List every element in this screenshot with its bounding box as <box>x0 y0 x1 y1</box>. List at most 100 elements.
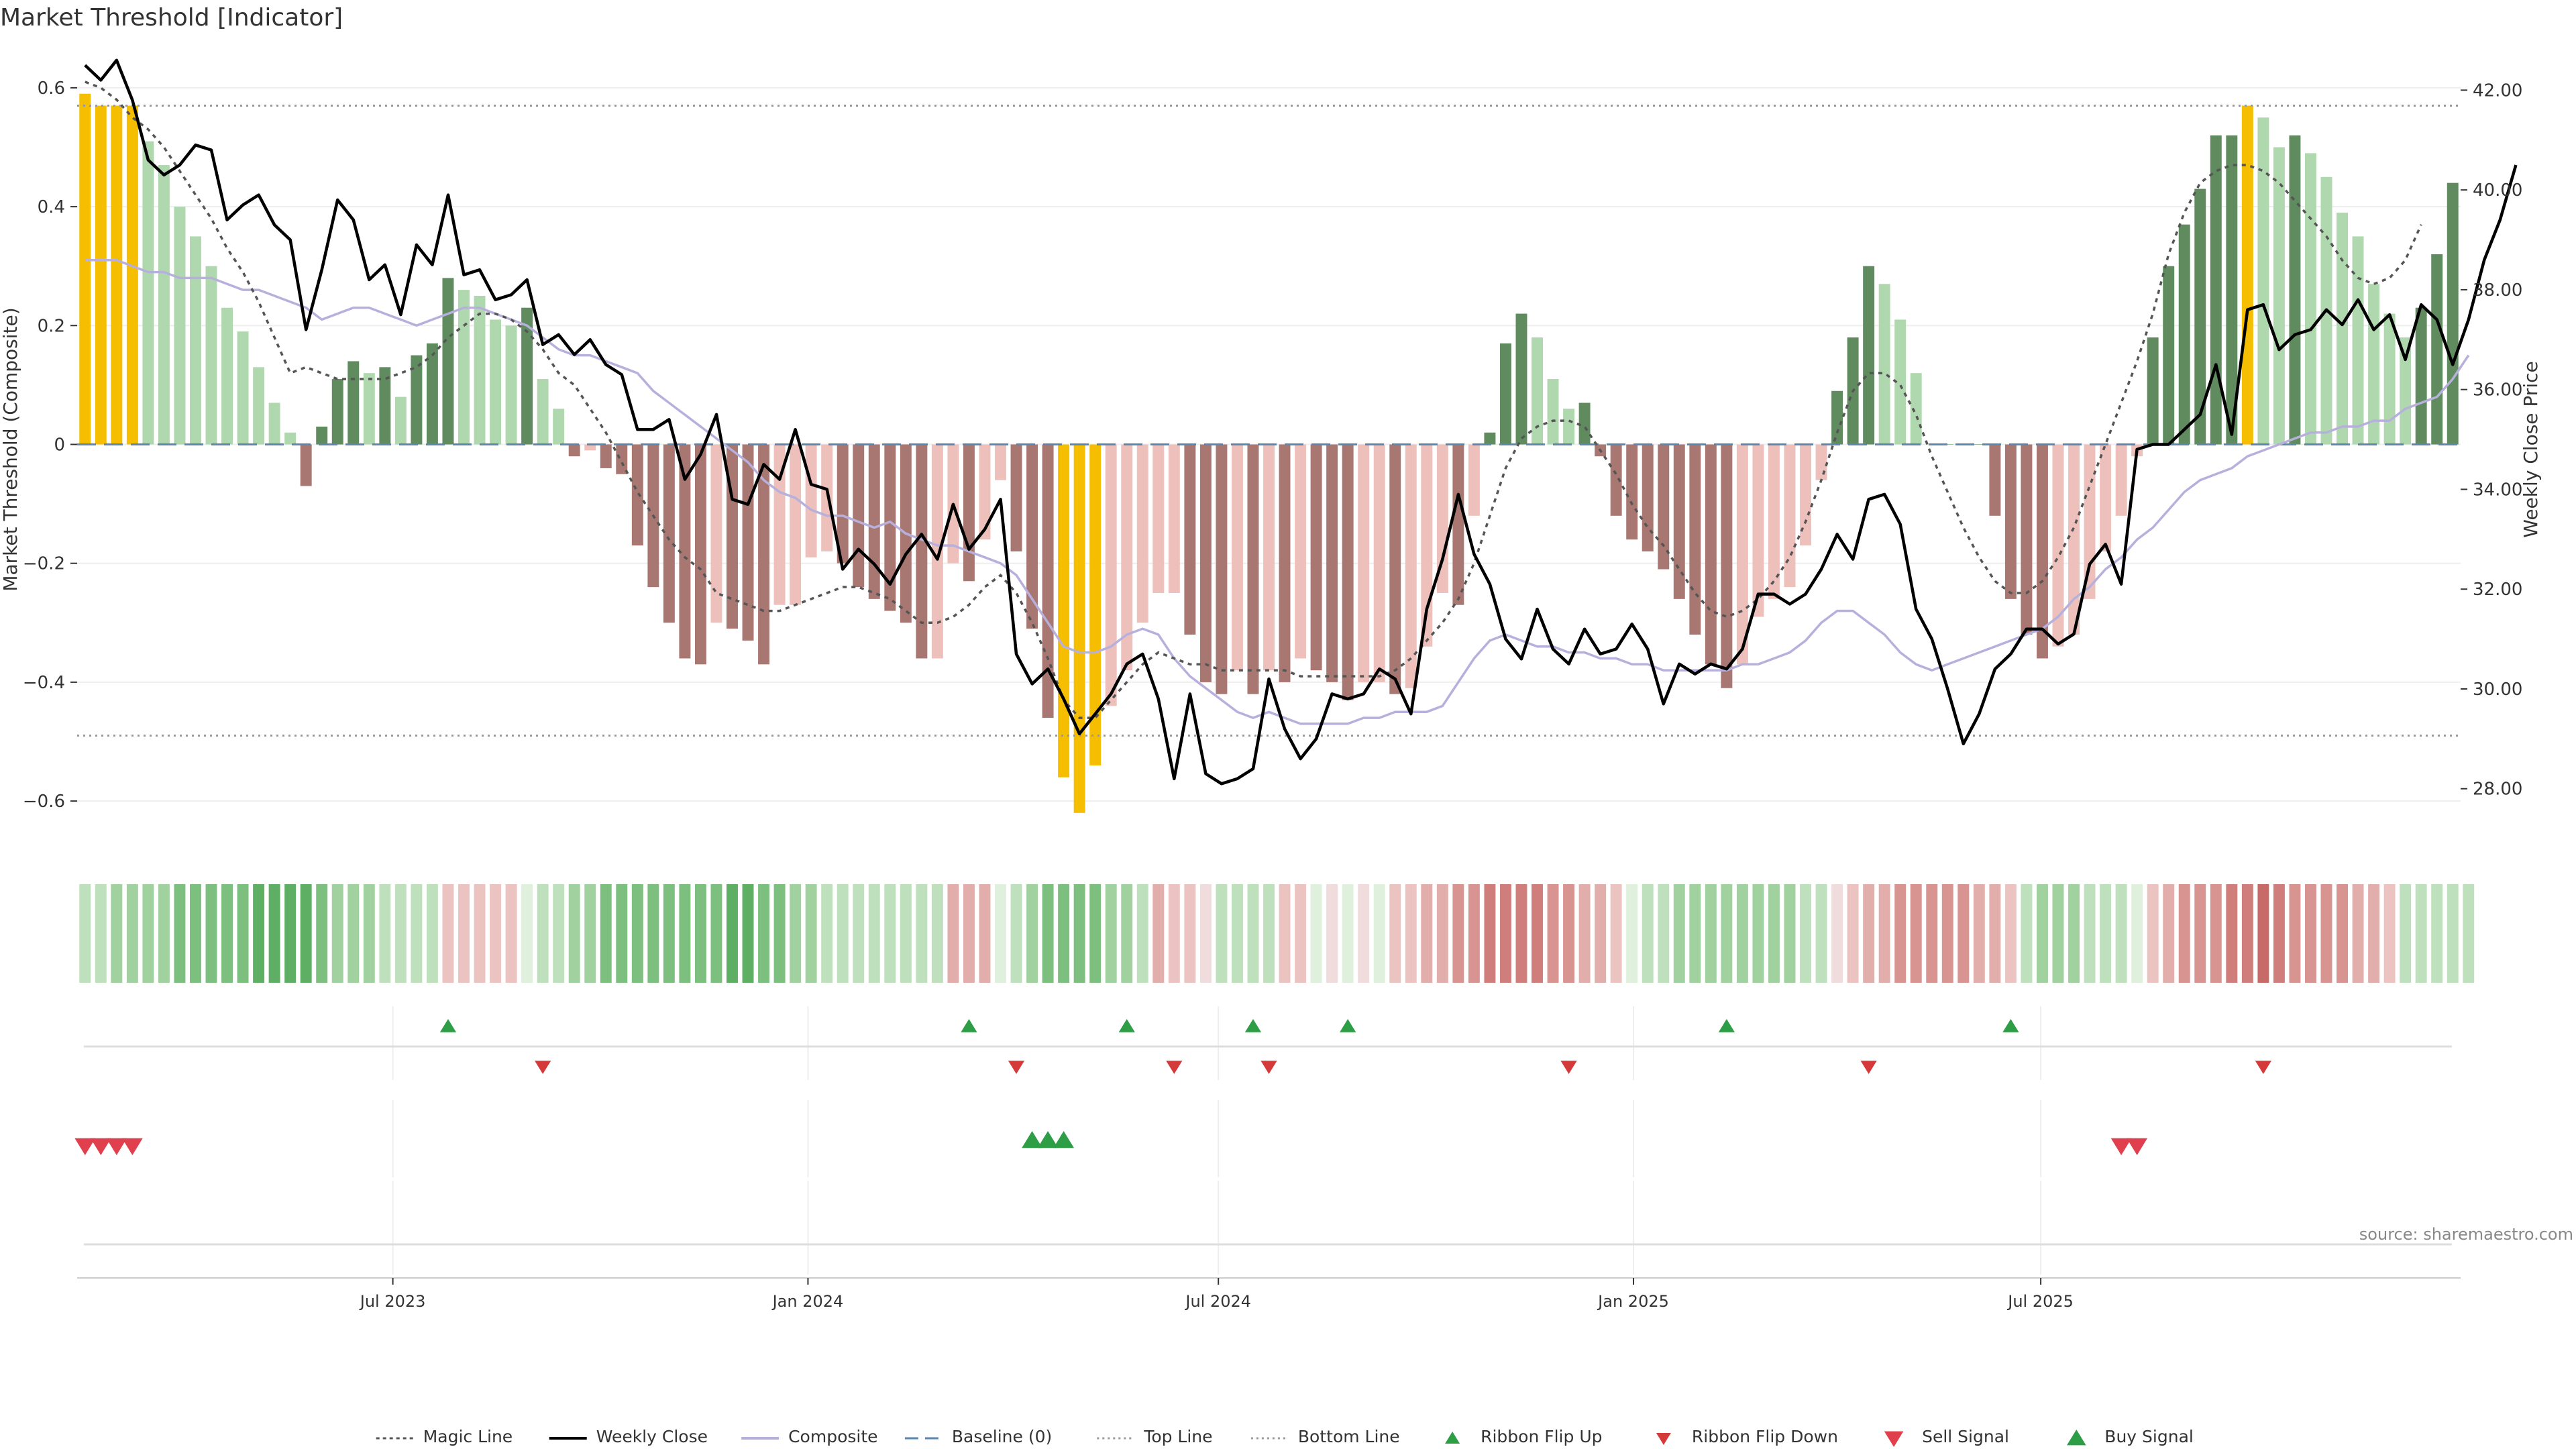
bar <box>331 379 343 445</box>
buy-signal-marker <box>1053 1131 1075 1148</box>
ribbon-cell <box>884 884 896 983</box>
left-tick-label: −0.4 <box>23 673 65 693</box>
ribbon-cell <box>1136 884 1148 983</box>
ribbon-cell <box>253 884 265 983</box>
ribbon-cell <box>394 884 407 983</box>
ribbon-cell <box>1910 884 1922 983</box>
x-tick-label: Jul 2023 <box>359 1292 426 1311</box>
bar <box>1436 444 1448 594</box>
legend-glyph <box>1445 1432 1460 1444</box>
bar <box>916 444 928 659</box>
ribbon-cell <box>1863 884 1875 983</box>
bar <box>2068 444 2080 635</box>
ribbon-cell <box>1547 884 1559 983</box>
ribbon-cell <box>931 884 943 983</box>
ribbon-cell <box>1326 884 1338 983</box>
ribbon-cell <box>174 884 186 983</box>
bar <box>426 343 438 445</box>
ribbon-cell <box>2210 884 2222 983</box>
bar <box>663 444 675 623</box>
right-tick-label: 40.00 <box>2473 180 2522 201</box>
ribbon-cell <box>1184 884 1196 983</box>
ribbon-cell <box>284 884 297 983</box>
ribbon-cell <box>1957 884 1970 983</box>
bar <box>316 426 328 445</box>
legend-item-composite: Composite <box>741 1427 878 1446</box>
bar <box>1705 444 1717 665</box>
bar <box>1910 373 1922 445</box>
ribbon-cell <box>1499 884 1511 983</box>
bar <box>1358 444 1370 682</box>
bar <box>1231 444 1243 671</box>
bar <box>1532 337 1543 445</box>
ribbon-flip-up-marker <box>1118 1019 1135 1032</box>
ribbon-cell <box>2320 884 2332 983</box>
ribbon-cell <box>1199 884 1212 983</box>
ribbon-cell <box>1310 884 1322 983</box>
right-tick-label: 34.00 <box>2473 480 2522 500</box>
ribbon-cell <box>1705 884 1717 983</box>
bar <box>805 444 817 557</box>
bar <box>95 105 107 445</box>
legend-label: Magic Line <box>423 1427 513 1446</box>
legend-item-flip_down: Ribbon Flip Down <box>1656 1427 1838 1446</box>
ribbon-cell <box>1263 884 1275 983</box>
ribbon-cell <box>1168 884 1180 983</box>
ribbon-cell <box>1532 884 1543 983</box>
bar <box>521 307 533 445</box>
bar <box>1642 444 1654 551</box>
bar <box>2163 266 2175 445</box>
bar <box>1673 444 1685 599</box>
ribbon-flip-up-marker <box>1244 1019 1262 1032</box>
legend-item-bottom: Bottom Line <box>1250 1427 1400 1446</box>
ribbon-cell <box>2036 884 2048 983</box>
right-axis-label: Weekly Close Price <box>2520 361 2542 537</box>
ribbon-cell <box>505 884 517 983</box>
ribbon-cell <box>95 884 107 983</box>
bar <box>2147 337 2159 445</box>
right-tick-label: 28.00 <box>2473 780 2522 800</box>
right-tick-label: 30.00 <box>2473 680 2522 700</box>
bar <box>1468 444 1480 516</box>
ribbon-cell <box>663 884 675 983</box>
bar <box>1752 444 1764 617</box>
bar <box>1626 444 1638 540</box>
ribbon-cell <box>1121 884 1133 983</box>
bar <box>474 295 486 445</box>
legend-item-magic: Magic Line <box>376 1427 513 1446</box>
ribbon-cell <box>1295 884 1307 983</box>
bar <box>995 444 1006 480</box>
ribbon-cell <box>1800 884 1811 983</box>
bar <box>568 444 580 457</box>
ribbon-cell <box>458 884 470 983</box>
legend-label: Weekly Close <box>596 1427 708 1446</box>
bar <box>616 444 628 474</box>
ribbon-cell <box>963 884 975 983</box>
sell-signal-marker <box>121 1138 143 1155</box>
ribbon-cell <box>600 884 612 983</box>
bar <box>1373 444 1385 682</box>
ribbon-flip-down-marker <box>1008 1061 1025 1074</box>
bar <box>158 165 170 445</box>
ribbon-flip-down-marker <box>1166 1061 1183 1074</box>
ribbon-cell <box>868 884 880 983</box>
x-tick-label: Jan 2025 <box>1597 1292 1669 1311</box>
legend-item-baseline: Baseline (0) <box>904 1427 1052 1446</box>
bar <box>1768 444 1780 599</box>
ribbon-cell <box>1058 884 1070 983</box>
ribbon-cell <box>331 884 343 983</box>
ribbon-flip-up-marker <box>1340 1019 1356 1032</box>
ribbon-cell <box>1878 884 1890 983</box>
ribbon-flip-down-marker <box>535 1061 551 1074</box>
ribbon-flip-up-marker <box>2002 1019 2019 1032</box>
bar <box>2304 153 2316 445</box>
bar <box>2400 337 2412 445</box>
ribbon-cell <box>1152 884 1165 983</box>
bar <box>237 331 249 445</box>
bar <box>931 444 943 659</box>
left-axis-label: Market Threshold (Composite) <box>0 307 21 591</box>
ribbon-cell <box>1941 884 1953 983</box>
bar <box>2257 117 2269 445</box>
ribbon-cell <box>553 884 565 983</box>
